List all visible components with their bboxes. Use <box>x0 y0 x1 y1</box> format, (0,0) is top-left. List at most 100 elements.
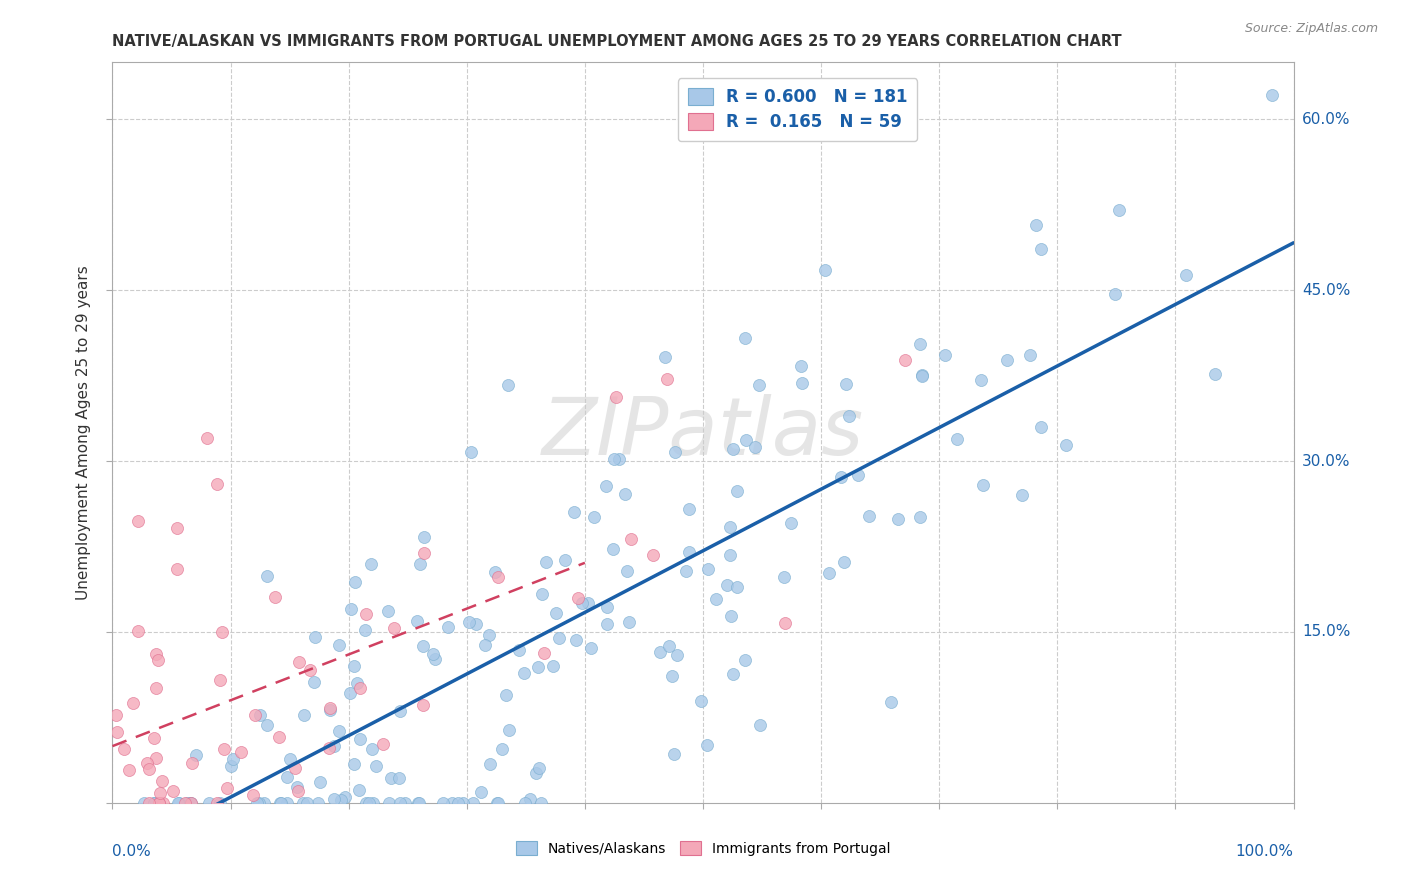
Point <box>432 796 454 810</box>
Point <box>285 780 308 794</box>
Point <box>620 532 643 546</box>
Point <box>721 666 744 681</box>
Point <box>773 616 796 631</box>
Point <box>211 624 233 639</box>
Point <box>127 514 149 528</box>
Point <box>349 732 371 747</box>
Point <box>616 564 638 578</box>
Point <box>689 694 711 708</box>
Point <box>297 796 319 810</box>
Point <box>562 505 585 519</box>
Point <box>602 541 624 556</box>
Point <box>1018 348 1040 362</box>
Point <box>322 792 344 806</box>
Text: 100.0%: 100.0% <box>1236 844 1294 858</box>
Point <box>276 770 298 784</box>
Point <box>287 655 309 669</box>
Point <box>474 638 496 652</box>
Point <box>146 653 169 667</box>
Point <box>269 796 291 810</box>
Point <box>349 782 371 797</box>
Point <box>485 796 508 810</box>
Point <box>554 553 576 567</box>
Point <box>394 796 416 810</box>
Point <box>105 725 128 739</box>
Point <box>184 748 207 763</box>
Point <box>749 717 772 731</box>
Text: 30.0%: 30.0% <box>1302 454 1350 468</box>
Point <box>380 772 402 786</box>
Point <box>247 796 270 810</box>
Point <box>441 796 464 810</box>
Point <box>613 486 636 500</box>
Point <box>422 647 444 661</box>
Point <box>603 451 626 466</box>
Point <box>292 708 315 723</box>
Point <box>1029 419 1052 434</box>
Point <box>780 516 803 530</box>
Point <box>205 796 228 810</box>
Point <box>716 578 738 592</box>
Point <box>363 796 385 810</box>
Point <box>995 352 1018 367</box>
Point <box>256 718 278 732</box>
Point <box>486 796 509 810</box>
Point <box>463 796 485 810</box>
Point <box>329 792 352 806</box>
Point <box>846 467 869 482</box>
Point <box>696 738 718 752</box>
Point <box>276 796 298 810</box>
Point <box>409 558 432 572</box>
Point <box>567 591 589 605</box>
Point <box>302 674 325 689</box>
Point <box>361 741 384 756</box>
Point <box>212 741 235 756</box>
Point <box>335 790 357 805</box>
Point <box>666 648 689 662</box>
Point <box>524 766 547 780</box>
Point <box>596 599 619 614</box>
Point <box>491 742 513 756</box>
Point <box>544 607 567 621</box>
Point <box>533 646 555 660</box>
Point <box>413 530 436 544</box>
Point <box>437 620 460 634</box>
Point <box>735 433 758 447</box>
Point <box>387 771 409 785</box>
Point <box>136 756 159 770</box>
Point <box>328 638 350 652</box>
Point <box>173 796 195 810</box>
Point <box>360 557 382 571</box>
Point <box>222 752 245 766</box>
Point <box>180 796 202 810</box>
Point <box>270 796 292 810</box>
Point <box>718 520 741 534</box>
Point <box>547 632 569 646</box>
Point <box>817 566 839 580</box>
Point <box>145 751 167 765</box>
Point <box>284 761 307 775</box>
Point <box>406 796 429 810</box>
Point <box>118 763 141 777</box>
Point <box>354 623 377 637</box>
Point <box>908 336 931 351</box>
Point <box>423 652 446 666</box>
Point <box>145 681 167 695</box>
Point <box>249 707 271 722</box>
Point <box>946 432 969 446</box>
Point <box>832 555 855 569</box>
Point <box>148 796 170 810</box>
Point <box>252 796 274 810</box>
Point <box>605 390 627 404</box>
Point <box>478 628 501 642</box>
Point <box>179 796 201 810</box>
Point <box>678 545 700 559</box>
Point <box>571 596 593 610</box>
Text: NATIVE/ALASKAN VS IMMIGRANTS FROM PORTUGAL UNEMPLOYMENT AMONG AGES 25 TO 29 YEAR: NATIVE/ALASKAN VS IMMIGRANTS FROM PORTUG… <box>112 34 1122 49</box>
Point <box>718 548 741 562</box>
Point <box>349 681 371 695</box>
Point <box>167 796 190 810</box>
Point <box>138 796 160 810</box>
Point <box>209 796 232 810</box>
Point <box>221 759 243 773</box>
